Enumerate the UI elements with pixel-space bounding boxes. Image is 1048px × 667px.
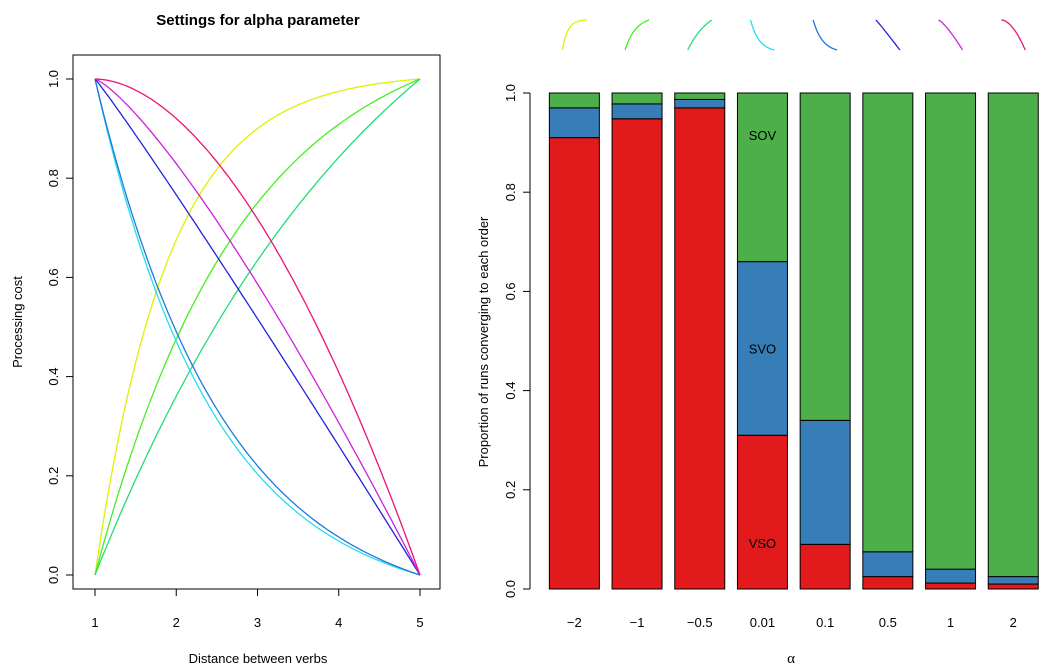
bar-segment-vso: [799, 543, 851, 590]
alpha-glyph: [687, 19, 713, 51]
bar-segment-sov: [548, 92, 600, 109]
order-labels: VSO SVO SOV: [749, 128, 777, 551]
y-tick-label: 0.8: [46, 169, 61, 187]
alpha-glyph: [624, 19, 650, 51]
alpha-glyph: [749, 19, 775, 51]
bar-segment-vso: [674, 107, 726, 590]
y-tick-label: 1.0: [503, 84, 518, 102]
x-tick-label: 0.01: [750, 615, 775, 630]
x-axis: −2 −1 −0.5 0.01 0.1 0.5 1 2: [567, 615, 1017, 630]
alpha-glyph: [875, 19, 901, 51]
x-tick-label: −1: [630, 615, 645, 630]
bar-segment-sov: [674, 92, 726, 100]
bar-segment-svo: [799, 419, 851, 545]
alpha-glyph: [1001, 19, 1026, 51]
bar-segment-sov: [611, 92, 663, 105]
y-tick-label: 0.0: [503, 580, 518, 598]
y-axis: 0.0 0.2 0.4 0.6 0.8 1.0: [503, 84, 531, 598]
x-tick-label: 3: [254, 615, 261, 630]
cost-curve-line: [94, 78, 421, 576]
y-tick-label: 0.2: [503, 481, 518, 499]
x-tick-label: 4: [335, 615, 342, 630]
x-tick-label: −0.5: [687, 615, 713, 630]
x-tick-label: 1: [947, 615, 954, 630]
bar-segment-vso: [548, 137, 600, 590]
y-axis-title: Processing cost: [10, 276, 25, 368]
bar-segment-svo: [862, 551, 914, 578]
bar-segment-svo: [548, 107, 600, 139]
y-tick-label: 0.8: [503, 183, 518, 201]
y-tick-label: 0.6: [503, 282, 518, 300]
x-tick-label: 2: [1010, 615, 1017, 630]
cost-curve-line: [94, 78, 421, 576]
x-tick-label: 1: [91, 615, 98, 630]
cost-curves: [94, 78, 421, 576]
cost-curve-line: [94, 78, 421, 576]
order-label-svo: SVO: [749, 341, 776, 356]
bar-segment-sov: [799, 92, 851, 421]
y-axis-title: Proportion of runs converging to each or…: [476, 216, 491, 467]
bar-segment-svo: [674, 98, 726, 109]
cost-curve-line: [94, 78, 421, 576]
y-tick-label: 0.0: [46, 566, 61, 584]
x-tick-label: 5: [416, 615, 423, 630]
order-label-sov: SOV: [749, 128, 777, 143]
chart-title: Settings for alpha parameter: [156, 12, 360, 29]
bar-segment-svo: [987, 576, 1039, 585]
alpha-glyph: [561, 19, 587, 51]
bar-segment-vso: [736, 434, 788, 590]
x-axis-title: Distance between verbs: [189, 651, 328, 666]
x-tick-label: −2: [567, 615, 582, 630]
x-axis: 1 2 3 4 5: [91, 588, 424, 630]
y-tick-label: 0.4: [46, 368, 61, 386]
x-tick-label: 0.1: [816, 615, 834, 630]
cost-curve-line: [94, 78, 421, 576]
y-tick-label: 0.4: [503, 382, 518, 400]
alpha-curve-glyphs: [561, 19, 1026, 51]
y-tick-label: 1.0: [46, 70, 61, 88]
cost-curve-line: [94, 78, 421, 576]
x-tick-label: 2: [173, 615, 180, 630]
y-axis: 0.0 0.2 0.4 0.6 0.8 1.0: [46, 70, 74, 584]
order-label-vso: VSO: [749, 536, 776, 551]
bar-segment-sov: [862, 92, 914, 553]
bar-segment-vso: [862, 576, 914, 590]
cost-curve-line: [94, 78, 421, 576]
bar-segment-svo: [925, 568, 977, 584]
bar-segment-vso: [611, 118, 663, 590]
bar-segment-svo: [736, 261, 788, 436]
alpha-glyph: [938, 19, 964, 51]
bar-segment-sov: [736, 92, 788, 263]
bar-segment-svo: [611, 103, 663, 120]
cost-curve-line: [94, 78, 421, 576]
x-tick-label: 0.5: [879, 615, 897, 630]
stacked-bars: [548, 92, 1039, 590]
x-axis-title: α: [787, 651, 795, 667]
y-tick-label: 0.6: [46, 268, 61, 286]
bar-segment-vso: [925, 582, 977, 590]
stacked-bar-panel: −2 −1 −0.5 0.01 0.1 0.5 1 2 0.00.20.40.60.81.0 …: [476, 19, 1039, 667]
bar-segment-vso: [987, 583, 1039, 590]
bar-segment-sov: [925, 92, 977, 570]
alpha-glyph: [812, 19, 838, 51]
bar-segment-sov: [987, 92, 1039, 578]
y-tick-label: 0.2: [46, 467, 61, 485]
